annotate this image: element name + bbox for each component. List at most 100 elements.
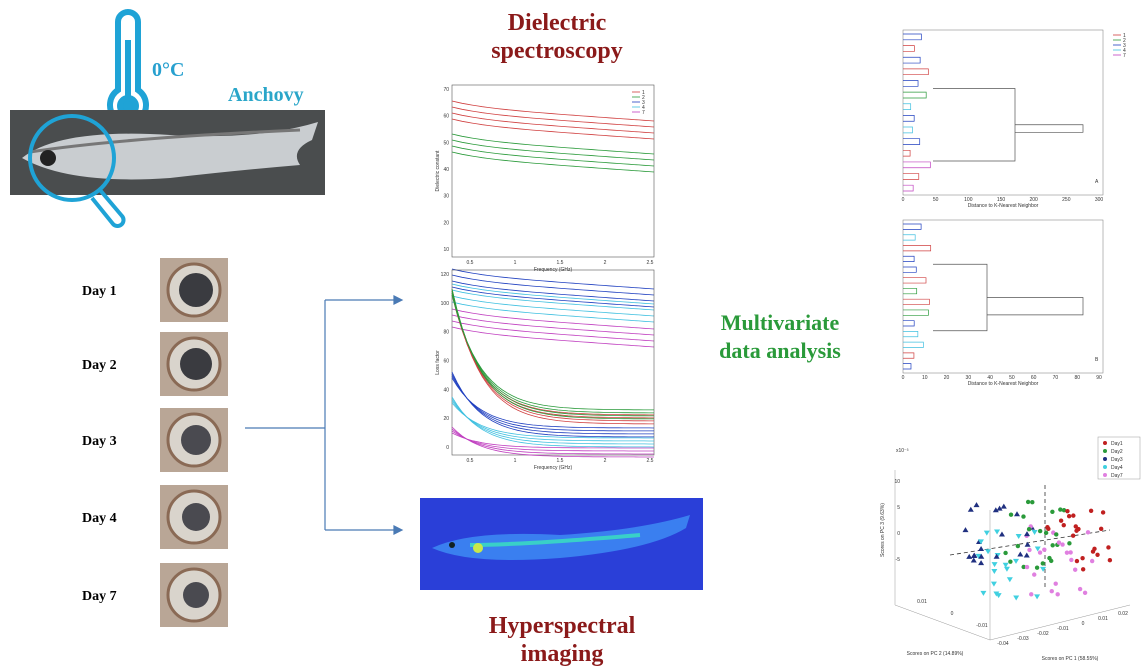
x-axis-label: Distance to K-Nearest Neighbor xyxy=(968,381,1039,387)
dendro-root xyxy=(1015,125,1083,133)
pca-point xyxy=(1038,550,1042,554)
pca-point xyxy=(1065,509,1069,513)
pca-point xyxy=(1099,527,1103,531)
pca-point xyxy=(1032,572,1036,576)
panel-label: B xyxy=(1095,357,1099,363)
dendro-branch xyxy=(903,331,918,336)
x-tick-label: 20 xyxy=(944,375,950,381)
dendro-branch xyxy=(903,150,910,156)
x-axis-label: Frequency (GHz) xyxy=(534,465,573,471)
pca-point xyxy=(1054,532,1058,536)
pca-point xyxy=(1058,507,1062,511)
x-tick-label: 10 xyxy=(922,375,928,381)
pca-point xyxy=(1050,510,1054,514)
pca-point xyxy=(980,591,986,596)
pca-text: -0.02 xyxy=(1037,631,1049,637)
dendro-branch xyxy=(903,321,914,326)
pca-point xyxy=(1073,568,1077,572)
pca-point xyxy=(1041,561,1045,565)
plot-frame xyxy=(903,220,1103,373)
x-tick-label: 0 xyxy=(902,197,905,203)
y-tick-label: 60 xyxy=(443,359,449,365)
x-tick-label: 1 xyxy=(514,260,517,266)
pca-point xyxy=(1013,596,1019,601)
eye-pupil xyxy=(181,425,211,455)
pca-text: Day7 xyxy=(1111,473,1123,479)
x-tick-label: 1.5 xyxy=(557,260,564,266)
dendro-branch xyxy=(903,353,914,358)
pca-point xyxy=(1034,594,1040,599)
spectrum-curve xyxy=(452,101,654,121)
dendro-branch xyxy=(903,81,918,87)
x-tick-label: 2 xyxy=(604,458,607,464)
pca-point xyxy=(1030,500,1034,504)
pca-text: 0.02 xyxy=(1118,611,1128,617)
pca-point xyxy=(1024,531,1030,536)
day-label: Day 3 xyxy=(82,434,117,449)
pca-point xyxy=(1106,545,1110,549)
legend-swatch xyxy=(1103,473,1107,477)
x-tick-label: 0.5 xyxy=(467,458,474,464)
pca-point xyxy=(1054,581,1058,585)
dendro-branch xyxy=(903,235,915,240)
y-tick-label: 40 xyxy=(443,387,449,393)
pca-text: 10 xyxy=(894,479,900,485)
x-tick-label: 2.5 xyxy=(647,458,654,464)
legend-swatch xyxy=(1103,449,1107,453)
pca-text: 5 xyxy=(897,505,900,511)
pca-point xyxy=(1060,542,1064,546)
arrows xyxy=(245,296,402,534)
spectrum-curve xyxy=(452,140,654,160)
pca-point xyxy=(1027,548,1031,552)
dendro-branch xyxy=(903,69,928,75)
spectrum-curve xyxy=(452,291,654,421)
pca-point xyxy=(1074,524,1078,528)
pca-point xyxy=(992,562,998,567)
y-tick-label: 10 xyxy=(443,247,449,253)
pca-text: Day4 xyxy=(1111,465,1123,471)
pca-point xyxy=(1065,550,1069,554)
x-tick-label: 2 xyxy=(604,260,607,266)
pca-point xyxy=(974,502,980,507)
x-tick-label: 300 xyxy=(1095,197,1104,203)
spectrum-curve xyxy=(452,293,654,413)
pca-point xyxy=(1016,544,1020,548)
pca-point xyxy=(1014,511,1020,516)
pca-point xyxy=(1025,565,1029,569)
spectrum-curve xyxy=(452,309,654,329)
pca-point xyxy=(1092,547,1096,551)
pca-text: Scores on PC 3 (9.63%) xyxy=(880,503,886,557)
spectrum-curve xyxy=(452,374,654,434)
x-axis-label: Distance to K-Nearest Neighbor xyxy=(968,203,1039,209)
x-tick-label: 50 xyxy=(933,197,939,203)
pca-text: 0 xyxy=(897,531,900,537)
pca-point xyxy=(1001,504,1007,509)
pca-text: 0.01 xyxy=(1098,616,1108,622)
pca-point xyxy=(1003,551,1007,555)
x-tick-label: 250 xyxy=(1062,197,1071,203)
day-label: Day 7 xyxy=(82,589,117,604)
spectrum-curve xyxy=(452,119,654,139)
dendro-branch xyxy=(903,245,931,250)
dendro-branch xyxy=(903,92,926,98)
dendro-branch xyxy=(903,256,914,261)
pca-text: -0.03 xyxy=(1017,636,1029,642)
spectrum-curve xyxy=(452,289,654,424)
spectrum-curve xyxy=(452,327,654,347)
x-tick-label: 2.5 xyxy=(647,260,654,266)
legend-swatch xyxy=(1103,457,1107,461)
dendro-root xyxy=(987,297,1083,314)
panel-label: A xyxy=(1095,179,1099,185)
dendro-branch xyxy=(903,46,914,52)
thermometer-icon xyxy=(110,12,146,123)
pca-point xyxy=(991,569,997,574)
section-title: spectroscopy xyxy=(491,38,623,64)
pca-text: Day1 xyxy=(1111,441,1123,447)
y-axis-label: Loss factor xyxy=(435,350,441,375)
y-axis-label: Dielectric constant xyxy=(435,150,441,191)
pca-point xyxy=(984,531,990,536)
dendro-branch xyxy=(903,174,919,180)
y-tick-label: 40 xyxy=(443,167,449,173)
dendro-branch xyxy=(903,127,912,133)
pca-point xyxy=(1078,587,1082,591)
